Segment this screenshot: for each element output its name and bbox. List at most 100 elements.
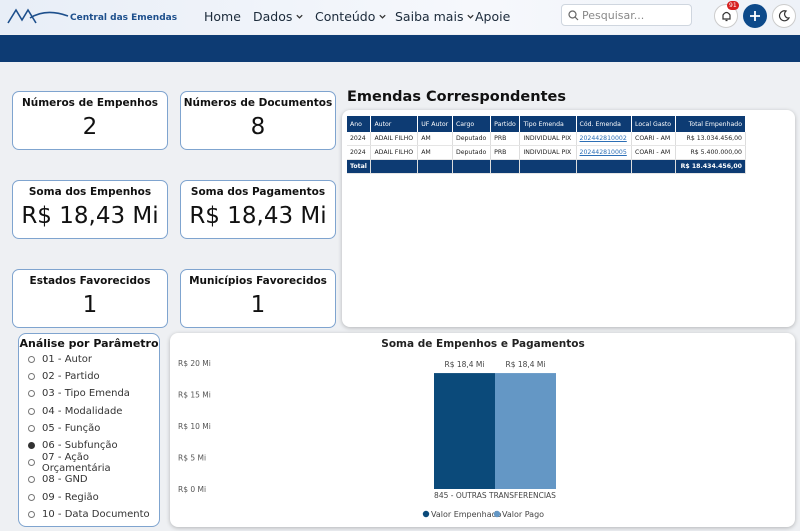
data-table: Ano Autor UF Autor Cargo Partido Tipo Emenda C… bbox=[347, 116, 746, 174]
parameter-option[interactable]: 07 - Ação Orçamentária bbox=[19, 451, 159, 474]
nav-item[interactable]: Dados bbox=[253, 9, 304, 24]
parameter-option[interactable]: 05 - Função bbox=[19, 420, 159, 437]
kpi-value: R$ 18,43 Mi bbox=[189, 203, 327, 229]
kpi-card: Estados Favorecidos 1 bbox=[12, 269, 168, 328]
radio-button[interactable] bbox=[28, 356, 35, 364]
total-empty bbox=[370, 159, 419, 174]
column-header: Partido bbox=[490, 116, 521, 132]
nav-item[interactable]: Saiba mais bbox=[395, 9, 475, 24]
kpi-title: Soma dos Empenhos bbox=[28, 186, 152, 198]
radio-button[interactable] bbox=[28, 459, 35, 467]
kpi-card: Números de Documentos 8 bbox=[180, 91, 336, 150]
kpi-card: Números de Empenhos 2 bbox=[12, 91, 168, 150]
table-cell: AM bbox=[417, 145, 453, 160]
option-label: 02 - Partido bbox=[42, 371, 100, 383]
search-box[interactable]: Pesquisar... bbox=[561, 4, 692, 26]
kpi-title: Soma dos Pagamentos bbox=[190, 186, 326, 198]
column-header: Autor bbox=[370, 116, 419, 132]
table-cell: Deputado bbox=[452, 132, 492, 146]
parameter-title: Análise por Parâmetro bbox=[19, 337, 159, 350]
kpi-card: Soma dos Pagamentos R$ 18,43 Mi bbox=[180, 180, 336, 239]
nav-label: Home bbox=[204, 9, 241, 24]
kpi-value: R$ 18,43 Mi bbox=[21, 203, 159, 229]
table-total-row: Total R$ 18.434.456,00 bbox=[347, 159, 746, 174]
chevron bbox=[296, 14, 304, 19]
table-cell: 2024 bbox=[347, 145, 372, 160]
total-empty bbox=[417, 159, 453, 174]
option-label: 08 - GND bbox=[42, 474, 88, 486]
y-tick-label: R$ 15 Mi bbox=[178, 391, 211, 400]
plus-icon bbox=[750, 11, 760, 21]
add-button[interactable] bbox=[743, 4, 767, 28]
option-label: 10 - Data Documento bbox=[42, 508, 150, 520]
table-cell[interactable]: 202442810005 bbox=[576, 145, 633, 160]
radio-button[interactable] bbox=[28, 493, 35, 501]
nav-item[interactable]: Home bbox=[204, 9, 241, 24]
table-cell: COARI - AM bbox=[631, 145, 677, 160]
nav-label: Apoie bbox=[475, 9, 511, 24]
parameter-option[interactable]: 02 - Partido bbox=[19, 368, 159, 385]
x-tick-label: 845 - OUTRAS TRANSFERENCIAS bbox=[434, 491, 556, 500]
table-header-row: Ano Autor UF Autor Cargo Partido Tipo Emenda C… bbox=[347, 116, 746, 132]
top-bar: Central das Emendas Pesquisar... 91 Home… bbox=[0, 0, 800, 34]
table-cell: ADAIL FILHO bbox=[370, 145, 419, 160]
radio-button[interactable] bbox=[28, 407, 35, 415]
option-label: 03 - Tipo Emenda bbox=[42, 388, 130, 400]
table-cell: R$ 5.400.000,00 bbox=[675, 145, 746, 160]
column-header: Total Empenhado bbox=[675, 116, 746, 132]
kpi-value: 1 bbox=[82, 292, 98, 318]
kpi-title: Números de Documentos bbox=[183, 97, 333, 109]
radio-button[interactable] bbox=[28, 476, 35, 484]
table-cell: COARI - AM bbox=[631, 132, 677, 146]
chart-panel: Soma de Empenhos e Pagamentos R$ 0 Mi R$ … bbox=[170, 333, 795, 527]
bar bbox=[495, 373, 556, 489]
total-empty bbox=[490, 159, 521, 174]
chevron bbox=[379, 14, 387, 19]
radio-button[interactable] bbox=[28, 373, 35, 381]
legend-swatch bbox=[422, 510, 430, 518]
legend-label: Valor Empenhado bbox=[431, 510, 502, 519]
parameter-option[interactable]: 09 - Região bbox=[19, 489, 159, 506]
bar bbox=[434, 373, 495, 489]
column-header: Cód. Emenda bbox=[576, 116, 633, 132]
option-label: 07 - Ação Orçamentária bbox=[41, 451, 111, 474]
parameter-panel: Análise por Parâmetro 01 - Autor 02 - Par… bbox=[18, 333, 160, 527]
parameter-option[interactable]: 01 - Autor bbox=[19, 351, 159, 368]
value-label: R$ 18,4 Mi bbox=[505, 360, 545, 369]
theme-toggle[interactable] bbox=[772, 4, 796, 28]
brand[interactable]: Central das Emendas bbox=[70, 13, 178, 23]
option-label: 09 - Região bbox=[42, 491, 99, 503]
table-cell: 2024 bbox=[347, 132, 372, 146]
radio-button[interactable] bbox=[28, 442, 35, 450]
table-cell: AM bbox=[417, 132, 453, 146]
table-cell[interactable]: 202442810002 bbox=[576, 132, 633, 146]
kpi-value: 1 bbox=[250, 292, 266, 318]
notifications-button[interactable]: 91 bbox=[714, 1, 739, 28]
kpi-value: 8 bbox=[250, 114, 266, 140]
nav-item[interactable]: Apoie bbox=[475, 9, 510, 24]
option-label: 04 - Modalidade bbox=[42, 405, 123, 417]
column-header: Local Gasto bbox=[631, 116, 677, 132]
radio-button[interactable] bbox=[28, 510, 35, 518]
parameter-option[interactable]: 08 - GND bbox=[19, 471, 159, 488]
search-placeholder: Pesquisar... bbox=[582, 9, 645, 22]
table-row: 2024 ADAIL FILHO AM Deputado PRB INDIVIDUAL P… bbox=[347, 132, 746, 146]
nav-label: Conteúdo bbox=[315, 9, 376, 24]
radio-button[interactable] bbox=[28, 390, 35, 398]
kpi-title: Municípios Favorecidos bbox=[189, 275, 327, 287]
nav-item[interactable]: Conteúdo bbox=[315, 9, 387, 24]
parameter-option[interactable]: 04 - Modalidade bbox=[19, 403, 159, 420]
option-label: 05 - Função bbox=[42, 422, 101, 434]
radio-button[interactable] bbox=[28, 424, 35, 432]
kpi-value: 2 bbox=[82, 114, 98, 140]
total-empty bbox=[631, 159, 677, 174]
table-title: Emendas Correspondentes bbox=[347, 89, 566, 105]
y-tick-label: R$ 5 Mi bbox=[178, 454, 206, 463]
table-cell: INDIVIDUAL PIX bbox=[519, 132, 577, 146]
nav-label: Saiba mais bbox=[395, 9, 464, 24]
column-header: UF Autor bbox=[417, 116, 453, 132]
parameter-option[interactable]: 03 - Tipo Emenda bbox=[19, 385, 159, 402]
parameter-option[interactable]: 10 - Data Documento bbox=[19, 506, 159, 523]
parameter-option[interactable]: 06 - Subfunção bbox=[19, 437, 159, 454]
